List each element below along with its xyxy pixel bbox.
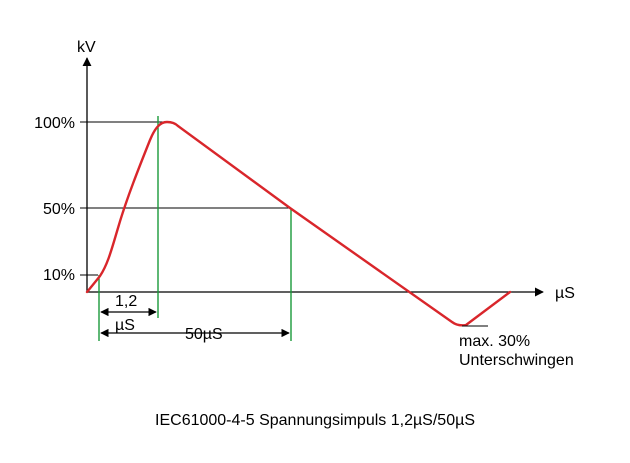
diagram-caption: IEC61000-4-5 Spannungsimpuls 1,2µS/50µS: [155, 412, 475, 429]
x-axis-unit: µS: [555, 285, 575, 302]
rise-time-label-line2: µS: [115, 317, 135, 334]
y-tick-100: 100%: [34, 115, 75, 132]
y-axis-unit: kV: [77, 39, 96, 56]
undershoot-label-line2: Unterschwingen: [459, 352, 574, 369]
y-tick-50: 50%: [43, 201, 75, 218]
rise-time-label-line1: 1,2: [115, 293, 137, 310]
y-tick-10: 10%: [43, 267, 75, 284]
undershoot-label-line1: max. 30%: [459, 333, 530, 350]
duration-label: 50µS: [185, 326, 223, 343]
pulse-curve: [85, 120, 512, 327]
